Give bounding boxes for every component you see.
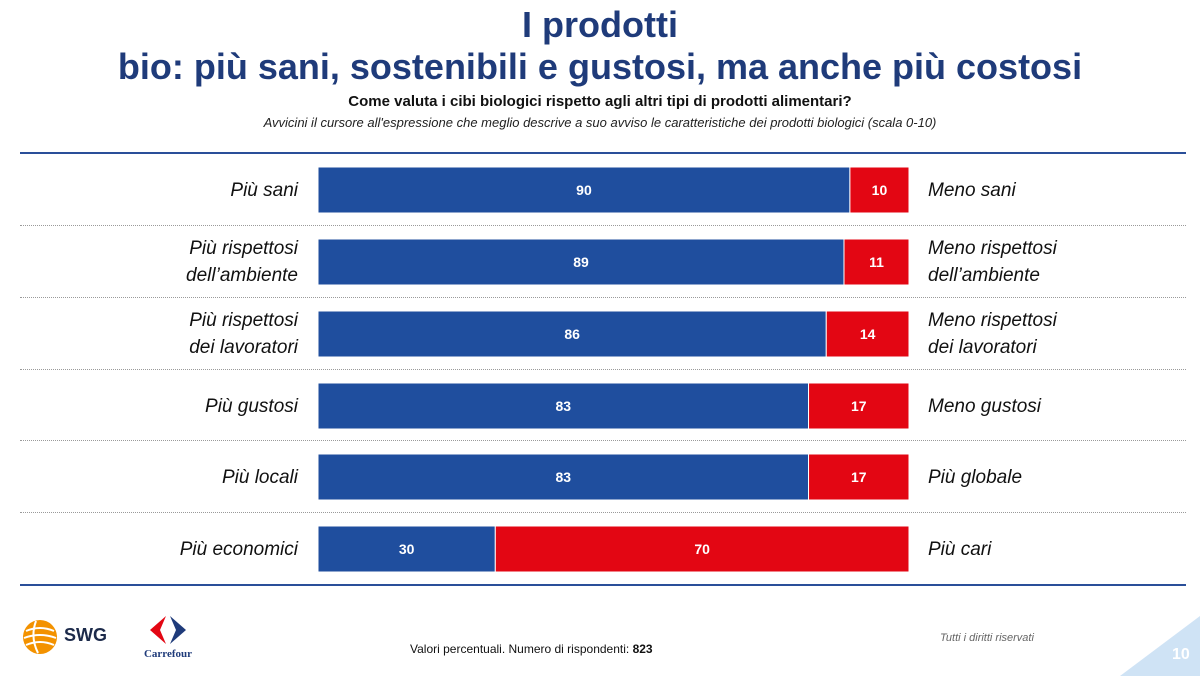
survey-question: Come valuta i cibi biologici rispetto ag… bbox=[348, 93, 852, 110]
survey-instruction: Avvicini il cursore all'espressione che … bbox=[263, 115, 937, 130]
swg-logo: SWG bbox=[20, 617, 120, 657]
bar-value-label: 11 bbox=[869, 254, 884, 270]
bar-value-label: 14 bbox=[860, 326, 876, 342]
positive-bar-segment bbox=[317, 453, 810, 501]
right-pole-label: Più globale bbox=[928, 464, 1188, 491]
row-separator bbox=[20, 297, 1186, 298]
left-pole-label: Più economici bbox=[0, 536, 298, 563]
swg-logo-text: SWG bbox=[64, 625, 107, 645]
row-separator bbox=[20, 512, 1186, 513]
left-pole-label: Più rispettosi dell’ambiente bbox=[0, 235, 298, 289]
left-pole-label: Più rispettosi dei lavoratori bbox=[0, 307, 298, 361]
left-pole-label-line: Più economici bbox=[179, 538, 298, 560]
rights-reserved: Tutti i diritti riservati bbox=[940, 632, 1034, 644]
page-title-line-2: bio: più sani, sostenibili e gustosi, ma… bbox=[117, 46, 1083, 87]
positive-bar-segment bbox=[317, 382, 810, 430]
page-number: 10 bbox=[1172, 646, 1190, 663]
left-pole-label: Più gustosi bbox=[0, 393, 298, 420]
left-pole-label: Più locali bbox=[0, 464, 298, 491]
row-separator bbox=[20, 369, 1186, 370]
right-pole-label-line: dei lavoratori bbox=[928, 337, 1037, 358]
left-pole-label-line: Più gustosi bbox=[205, 395, 298, 417]
bar-value-label: 17 bbox=[851, 398, 867, 414]
positive-bar-segment bbox=[317, 310, 827, 358]
bar-value-label: 86 bbox=[564, 326, 580, 342]
right-pole-label-line: Meno rispettosi bbox=[928, 310, 1057, 331]
page-corner-decoration bbox=[1120, 616, 1200, 676]
left-pole-label-line: Più sani bbox=[230, 179, 298, 201]
top-rule bbox=[20, 152, 1186, 154]
right-pole-label: Meno sani bbox=[928, 177, 1188, 204]
right-pole-label-line: Più cari bbox=[928, 538, 992, 560]
negative-bar-segment bbox=[825, 310, 910, 358]
right-pole-label-line: Meno sani bbox=[928, 179, 1016, 201]
bar-value-label: 70 bbox=[694, 541, 710, 557]
row-separator bbox=[20, 440, 1186, 441]
negative-bar-segment bbox=[849, 166, 910, 214]
left-pole-label-line: dell’ambiente bbox=[186, 265, 298, 286]
bar-value-label: 30 bbox=[399, 541, 415, 557]
negative-bar-segment bbox=[843, 238, 910, 286]
negative-bar-segment bbox=[808, 453, 910, 501]
left-pole-label-line: Più locali bbox=[221, 466, 298, 488]
row-separator bbox=[20, 225, 1186, 226]
bar-value-label: 83 bbox=[555, 398, 571, 414]
negative-bar-segment bbox=[494, 525, 910, 573]
right-pole-label: Meno rispettosi dei lavoratori bbox=[928, 307, 1188, 361]
bottom-rule bbox=[20, 584, 1186, 586]
bar-value-label: 90 bbox=[576, 182, 592, 198]
page-title-line-1: I prodotti bbox=[522, 4, 678, 45]
left-pole-label-line: Più rispettosi bbox=[189, 310, 298, 331]
footer-note: Valori percentuali. Numero di rispondent… bbox=[410, 642, 653, 656]
bar-value-label: 83 bbox=[555, 469, 571, 485]
right-pole-label: Meno rispettosi dell’ambiente bbox=[928, 235, 1188, 289]
right-pole-label: Meno gustosi bbox=[928, 393, 1188, 420]
carrefour-emblem-icon bbox=[150, 616, 186, 644]
right-pole-label: Più cari bbox=[928, 536, 1188, 563]
swg-globe-icon bbox=[23, 620, 57, 654]
right-pole-label-line: dell’ambiente bbox=[928, 265, 1040, 286]
positive-bar-segment bbox=[317, 525, 496, 573]
bar-value-label: 10 bbox=[872, 182, 888, 198]
negative-bar-segment bbox=[808, 382, 910, 430]
footer-note-prefix: Valori percentuali. Numero di rispondent… bbox=[410, 642, 633, 656]
carrefour-logo-text: Carrefour bbox=[143, 648, 193, 660]
left-pole-label-line: dei lavoratori bbox=[189, 337, 298, 358]
right-pole-label-line: Meno rispettosi bbox=[928, 238, 1057, 259]
respondents-count: 823 bbox=[632, 642, 653, 656]
carrefour-logo: Carrefour bbox=[138, 612, 198, 664]
left-pole-label-line: Più rispettosi bbox=[189, 238, 298, 259]
bar-value-label: 17 bbox=[851, 469, 867, 485]
left-pole-label: Più sani bbox=[0, 177, 298, 204]
right-pole-label-line: Più globale bbox=[928, 466, 1023, 488]
right-pole-label-line: Meno gustosi bbox=[928, 395, 1042, 417]
positive-bar-segment bbox=[317, 166, 851, 214]
bar-value-label: 89 bbox=[573, 254, 589, 270]
